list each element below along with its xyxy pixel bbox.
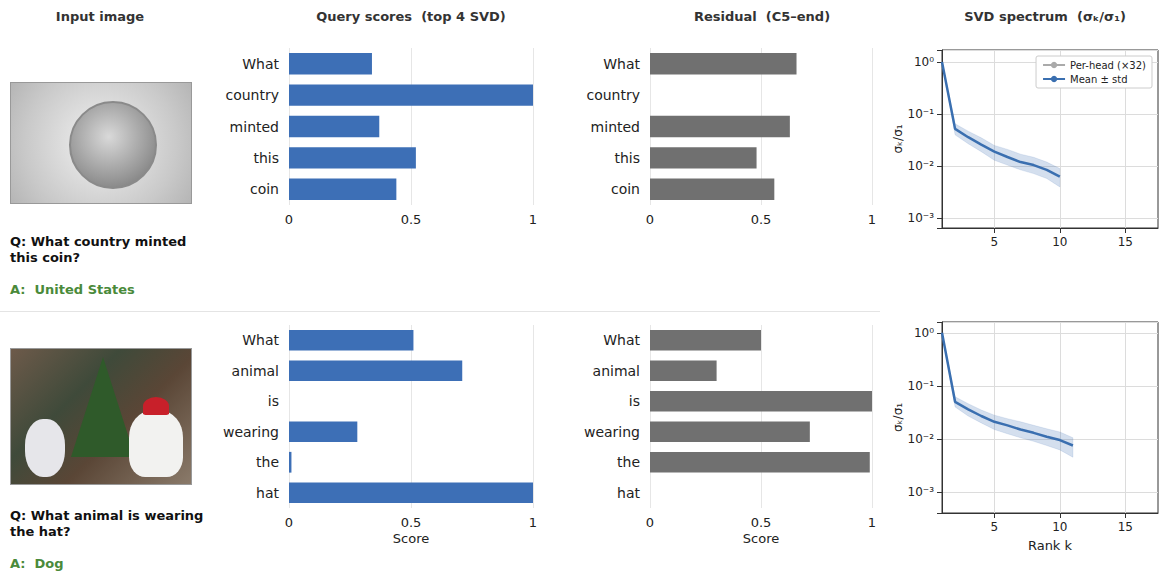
svg-text:5: 5 [991,235,999,249]
html-text:SVD spectrum (σₖ/σ₁): SVD spectrum (σₖ/σ₁) [964,9,1126,24]
svg-text:0.5: 0.5 [751,212,772,227]
svg-text:Score: Score [393,531,429,546]
svg-text:0: 0 [646,515,654,530]
svg-text:5: 5 [991,520,999,534]
svg-text:1: 1 [868,212,876,227]
svg-text:Per-head (×32): Per-head (×32) [1070,60,1146,71]
html-text:Q: What country minted this co: Q: What country minted this coin? [10,234,187,265]
html-text:Input image: Input image [55,9,145,24]
svg-text:10: 10 [1052,520,1067,534]
svg-text:wearing: wearing [223,424,279,440]
svg-text:15: 15 [1118,520,1133,534]
svg-text:15: 15 [1118,235,1133,249]
html-text:A: United States: A: United States [10,282,135,297]
svg-text:0.5: 0.5 [751,515,772,530]
svg-text:Rank k: Rank k [1028,538,1073,553]
svg-text:0.5: 0.5 [401,212,422,227]
svg-text:10: 10 [1052,235,1067,249]
svg-text:What: What [603,332,640,348]
html-text:A: Dog: A: Dog [10,556,64,571]
svg-text:10⁻³: 10⁻³ [908,485,935,499]
svg-text:minted: minted [591,119,640,135]
html-text:Query scores (top 4 SVD): Query scores (top 4 SVD) [316,9,506,24]
svg-text:0: 0 [646,212,654,227]
svg-text:Score: Score [743,531,779,546]
svg-text:σₖ/σ₁: σₖ/σ₁ [891,403,905,432]
svg-text:What: What [603,56,640,72]
svg-text:1: 1 [868,515,876,530]
svg-text:10⁻²: 10⁻² [908,432,935,446]
svg-text:coin: coin [250,181,279,197]
svg-text:this: this [614,150,640,166]
svg-text:is: is [629,393,640,409]
svg-text:10⁻¹: 10⁻¹ [908,107,935,121]
svg-text:10⁻¹: 10⁻¹ [908,379,935,393]
html-text:Residual (C5–end): Residual (C5–end) [693,9,831,24]
svg-text:Mean ± std: Mean ± std [1070,74,1127,85]
svg-text:1: 1 [529,515,537,530]
svg-text:this: this [253,150,279,166]
html-text:Q: What animal is wearing the: Q: What animal is wearing the hat? [10,508,204,539]
svg-text:10⁻²: 10⁻² [908,159,935,173]
svg-text:the: the [256,454,279,470]
svg-text:10⁻³: 10⁻³ [908,211,935,225]
svg-text:the: the [617,454,640,470]
svg-text:10⁰: 10⁰ [914,55,934,69]
svg-text:hat: hat [617,485,640,501]
svg-text:What: What [242,332,279,348]
svg-text:0: 0 [285,515,293,530]
svg-text:0: 0 [285,212,293,227]
svg-text:is: is [268,393,279,409]
svg-text:country: country [586,87,640,103]
svg-text:country: country [225,87,279,103]
svg-text:10⁰: 10⁰ [914,326,934,340]
svg-text:minted: minted [230,119,279,135]
svg-text:wearing: wearing [584,424,640,440]
svg-text:1: 1 [529,212,537,227]
svg-text:0.5: 0.5 [401,515,422,530]
svg-text:animal: animal [232,363,279,379]
svg-text:What: What [242,56,279,72]
svg-text:coin: coin [611,181,640,197]
svg-text:hat: hat [256,485,279,501]
svg-text:animal: animal [593,363,640,379]
svg-text:σₖ/σ₁: σₖ/σ₁ [891,124,905,153]
